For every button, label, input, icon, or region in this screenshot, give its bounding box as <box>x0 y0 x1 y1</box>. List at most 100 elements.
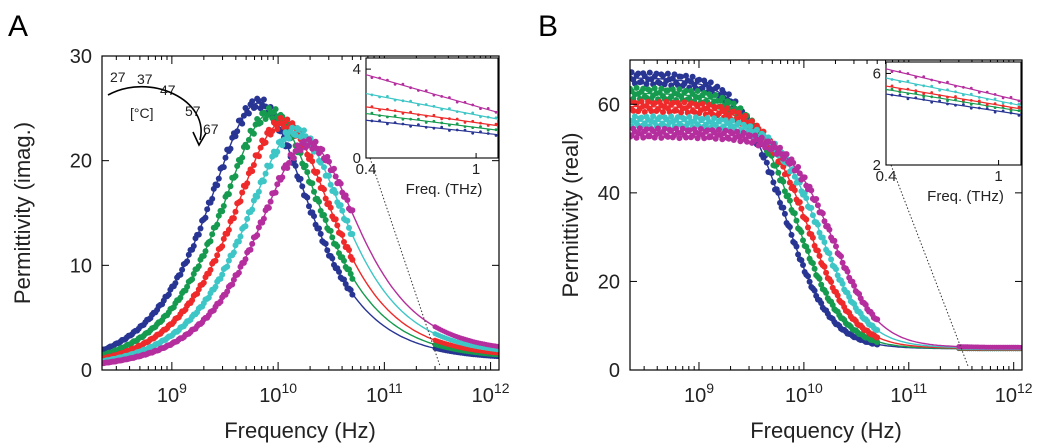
data-point <box>753 126 760 133</box>
data-point <box>631 113 638 120</box>
inset-point <box>440 125 444 129</box>
inset-point <box>1017 105 1021 109</box>
inset-point <box>890 70 894 73</box>
inset-point <box>471 103 475 107</box>
inset-point <box>471 131 475 135</box>
inset-point <box>378 108 381 112</box>
inset-point <box>914 91 918 95</box>
inset-point <box>993 106 997 109</box>
inset-point <box>977 106 981 110</box>
inset-point <box>463 125 467 128</box>
temperature-label-67: 67 <box>203 121 219 137</box>
data-point <box>650 113 657 120</box>
y-tick-label: 0 <box>81 360 92 382</box>
inset-point <box>494 134 498 137</box>
panel-label: A <box>8 10 28 43</box>
inset-point <box>494 122 498 126</box>
inset-x-tick-label: 1 <box>472 161 480 178</box>
inset-point <box>393 121 397 124</box>
data-point <box>765 138 772 145</box>
data-point <box>664 70 671 77</box>
inset-point <box>486 107 490 110</box>
inset-point <box>930 100 934 104</box>
data-point <box>729 117 736 124</box>
data-point <box>673 107 680 114</box>
y-tick-label: 10 <box>70 255 92 277</box>
inset-point <box>898 93 902 97</box>
inset-point <box>393 114 397 118</box>
data-point <box>296 126 302 133</box>
data-point <box>301 127 307 134</box>
panel-b: B 0 20 40 60 109 1010 1011 1012 Frequency (Hz) Per… <box>538 10 1033 443</box>
data-point <box>688 100 694 107</box>
inset-point <box>1009 101 1013 105</box>
inset-point <box>401 122 405 126</box>
inset-point <box>969 92 973 96</box>
data-point <box>260 96 267 103</box>
inset-point <box>946 80 949 84</box>
inset-point <box>914 83 918 87</box>
data-point <box>747 123 754 130</box>
inset-point <box>393 109 397 112</box>
inset-point <box>930 78 934 82</box>
data-point <box>722 127 729 134</box>
inset-point <box>985 107 989 110</box>
inset-point <box>448 129 451 132</box>
x-tick-label: 1011 <box>366 380 403 407</box>
data-point <box>701 135 708 142</box>
inset-point <box>898 80 902 84</box>
inset-point <box>471 126 475 129</box>
inset-point <box>977 99 981 103</box>
inset-fit-line-57 <box>366 92 498 120</box>
data-point <box>646 87 653 94</box>
inset: 0 4 0.4 1 Freq. (THz) <box>353 57 499 198</box>
inset-point <box>463 128 467 132</box>
inset-point <box>455 100 459 104</box>
data-point <box>699 116 706 122</box>
plot-frame <box>629 59 1023 371</box>
data-point <box>301 138 307 145</box>
data-point <box>686 127 693 134</box>
data-point <box>656 114 663 121</box>
data-point <box>274 126 281 133</box>
data-point <box>653 70 660 77</box>
inset-point <box>906 87 910 91</box>
data-point <box>762 144 769 151</box>
data-point <box>689 73 696 80</box>
inset-point <box>922 98 926 101</box>
inset-point <box>370 105 374 108</box>
inset-point <box>479 115 482 119</box>
y-axis-title: Permittivity (imag.) <box>10 122 35 304</box>
data-point <box>694 88 701 94</box>
data-point <box>729 130 736 137</box>
inset-point <box>954 90 957 94</box>
inset-point <box>409 124 412 128</box>
y-axis-title: Permittivity (real) <box>558 132 583 297</box>
data-point <box>712 104 719 111</box>
inset-point <box>440 117 444 121</box>
x-tick-label: 1011 <box>890 380 927 407</box>
inset-point <box>993 110 997 114</box>
inset-point <box>1009 109 1013 113</box>
data-point <box>704 127 711 134</box>
data-point <box>658 85 665 92</box>
y-tick-label: 60 <box>598 94 620 116</box>
x-tick-label: 109 <box>684 380 714 407</box>
inset-point <box>417 103 420 107</box>
data-point <box>669 99 676 106</box>
series-points-67 <box>630 125 1022 350</box>
inset-point <box>1017 109 1021 112</box>
data-point <box>312 138 319 145</box>
data-point <box>724 105 731 112</box>
inset-point <box>969 106 973 110</box>
data-point <box>694 135 701 142</box>
data-point <box>714 83 721 90</box>
inset-point <box>906 72 910 75</box>
data-point <box>655 125 661 132</box>
data-point <box>737 138 744 145</box>
inset-point <box>370 119 374 123</box>
data-point <box>707 93 714 100</box>
inset-point <box>432 113 436 117</box>
